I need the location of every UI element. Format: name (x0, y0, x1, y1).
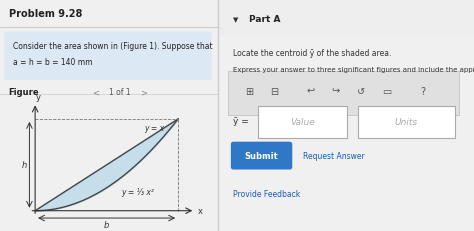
Text: Request Answer: Request Answer (302, 152, 364, 160)
Text: <: < (92, 88, 100, 97)
Text: Provide Feedback: Provide Feedback (233, 190, 301, 198)
Text: ?: ? (420, 86, 425, 96)
Text: ↺: ↺ (357, 86, 365, 96)
Text: a = h = b = 140 mm: a = h = b = 140 mm (13, 58, 92, 67)
Text: Express your answer to three significant figures and include the appropriate uni: Express your answer to three significant… (233, 67, 474, 73)
FancyBboxPatch shape (4, 32, 211, 81)
Text: Locate the centroid ȳ of the shaded area.: Locate the centroid ȳ of the shaded area… (233, 49, 392, 58)
FancyBboxPatch shape (228, 72, 459, 116)
Text: ▼: ▼ (233, 17, 239, 23)
FancyBboxPatch shape (357, 106, 455, 139)
Text: Submit: Submit (245, 152, 278, 160)
Text: ▭: ▭ (383, 86, 392, 96)
Text: Part A: Part A (249, 15, 280, 24)
Text: >: > (140, 88, 147, 97)
FancyBboxPatch shape (231, 142, 292, 170)
Text: h: h (21, 161, 27, 170)
Bar (218, 0, 474, 37)
Text: y: y (36, 92, 40, 101)
FancyBboxPatch shape (258, 106, 347, 139)
Text: Units: Units (395, 118, 418, 127)
Text: b: b (104, 220, 109, 229)
Text: ȳ =: ȳ = (233, 117, 249, 126)
Text: y = x: y = x (144, 123, 164, 132)
Text: 1 of 1: 1 of 1 (109, 88, 131, 97)
Text: Value: Value (290, 118, 315, 127)
Text: y = ⅓ x²: y = ⅓ x² (121, 187, 154, 196)
Text: Problem 9.28: Problem 9.28 (9, 9, 82, 19)
Text: Consider the area shown in (Figure 1). Suppose that: Consider the area shown in (Figure 1). S… (13, 42, 213, 51)
Text: x: x (198, 206, 203, 215)
Text: ⊞: ⊞ (245, 86, 253, 96)
Text: ↩: ↩ (306, 86, 314, 96)
Text: Figure: Figure (9, 88, 39, 97)
Text: ↪: ↪ (332, 86, 340, 96)
Text: ⊟: ⊟ (270, 86, 278, 96)
